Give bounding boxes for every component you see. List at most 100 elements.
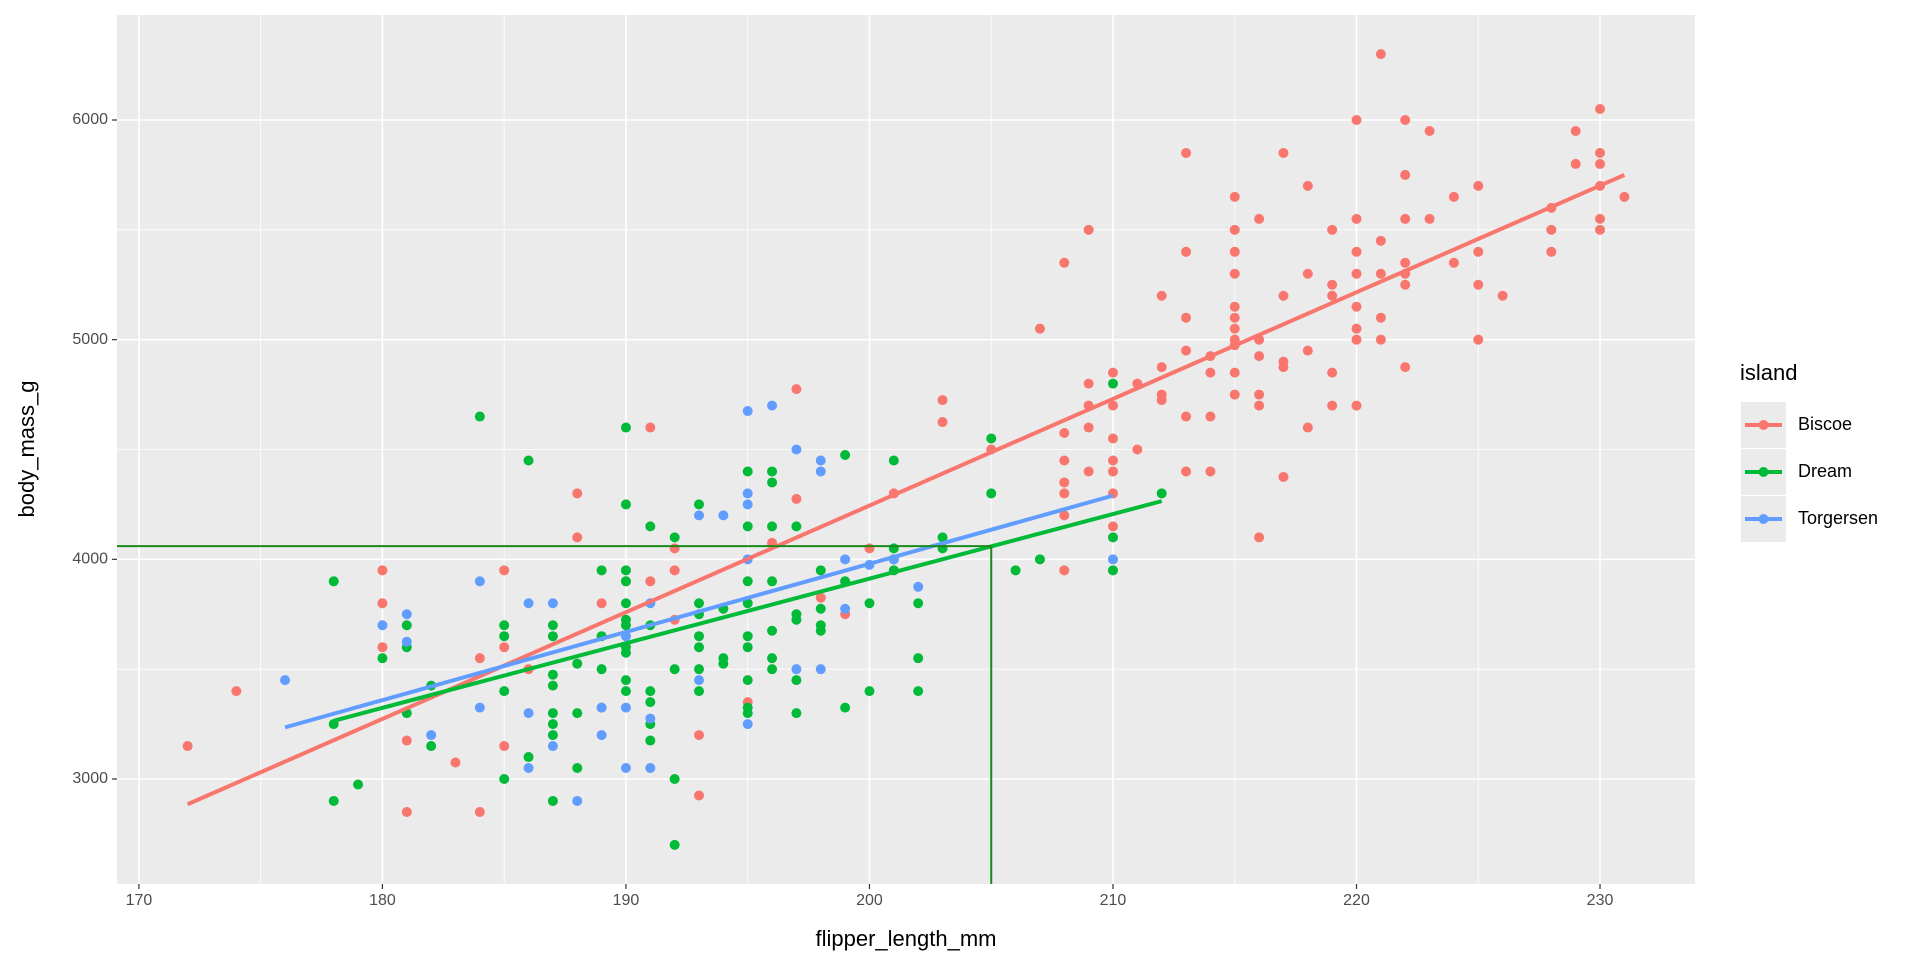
point — [840, 449, 851, 460]
point — [694, 499, 705, 510]
point — [547, 795, 558, 806]
point — [1375, 268, 1386, 279]
point — [815, 603, 826, 614]
point — [1327, 400, 1338, 411]
point — [645, 763, 656, 774]
point — [1107, 532, 1118, 543]
point — [596, 565, 607, 576]
point — [547, 719, 558, 730]
point — [1400, 257, 1411, 268]
point — [718, 658, 729, 669]
y-tick-label: 5000 — [72, 331, 108, 348]
point — [1107, 466, 1118, 477]
point — [1595, 224, 1606, 235]
x-tick-label: 230 — [1587, 892, 1614, 909]
point — [1059, 488, 1070, 499]
y-tick-label: 4000 — [72, 551, 108, 568]
point — [694, 675, 705, 686]
point — [499, 620, 510, 631]
point — [1400, 279, 1411, 290]
point — [1229, 323, 1240, 334]
point — [1059, 428, 1070, 439]
legend-label: Torgersen — [1798, 508, 1878, 528]
point — [913, 598, 924, 609]
point — [645, 686, 656, 697]
point — [791, 614, 802, 625]
point — [742, 488, 753, 499]
point — [547, 620, 558, 631]
point — [596, 664, 607, 675]
point — [1473, 246, 1484, 257]
point — [1205, 367, 1216, 378]
point — [815, 664, 826, 675]
point — [1473, 180, 1484, 191]
point — [523, 598, 534, 609]
point — [694, 664, 705, 675]
point — [523, 455, 534, 466]
point — [645, 521, 656, 532]
point — [767, 466, 778, 477]
point — [547, 741, 558, 752]
point — [620, 620, 631, 631]
point — [1497, 290, 1508, 301]
point — [791, 521, 802, 532]
point — [377, 598, 388, 609]
point — [1302, 345, 1313, 356]
point — [669, 839, 680, 850]
point — [1107, 378, 1118, 389]
point — [1351, 301, 1362, 312]
point — [1059, 257, 1070, 268]
point — [645, 735, 656, 746]
point — [1229, 246, 1240, 257]
point — [1400, 169, 1411, 180]
point — [1034, 323, 1045, 334]
point — [791, 444, 802, 455]
point — [499, 773, 510, 784]
point — [694, 642, 705, 653]
point — [620, 675, 631, 686]
point — [620, 702, 631, 713]
point — [1595, 158, 1606, 169]
point — [669, 565, 680, 576]
point — [1595, 147, 1606, 158]
point — [620, 565, 631, 576]
point — [401, 609, 412, 620]
point — [620, 598, 631, 609]
point — [791, 493, 802, 504]
point — [523, 752, 534, 763]
point — [645, 422, 656, 433]
point — [815, 455, 826, 466]
point — [328, 576, 339, 587]
point — [694, 598, 705, 609]
point — [864, 543, 875, 554]
point — [1448, 257, 1459, 268]
point — [1278, 362, 1289, 373]
point — [547, 680, 558, 691]
point — [1083, 466, 1094, 477]
point — [937, 395, 948, 406]
point — [1400, 115, 1411, 126]
legend-key-point — [1758, 467, 1769, 477]
point — [377, 653, 388, 664]
point — [1229, 389, 1240, 400]
point — [767, 653, 778, 664]
point — [474, 806, 485, 817]
point — [767, 625, 778, 636]
point — [815, 592, 826, 603]
point — [499, 565, 510, 576]
point — [742, 708, 753, 719]
point — [1181, 345, 1192, 356]
point — [1059, 477, 1070, 488]
point — [1254, 389, 1265, 400]
point — [815, 625, 826, 636]
point — [620, 422, 631, 433]
point — [1302, 422, 1313, 433]
point — [1156, 395, 1167, 406]
point — [1107, 433, 1118, 444]
x-tick-label: 170 — [126, 892, 153, 909]
point — [1448, 191, 1459, 202]
point — [596, 730, 607, 741]
point — [767, 521, 778, 532]
point — [572, 708, 583, 719]
point — [1570, 125, 1581, 136]
